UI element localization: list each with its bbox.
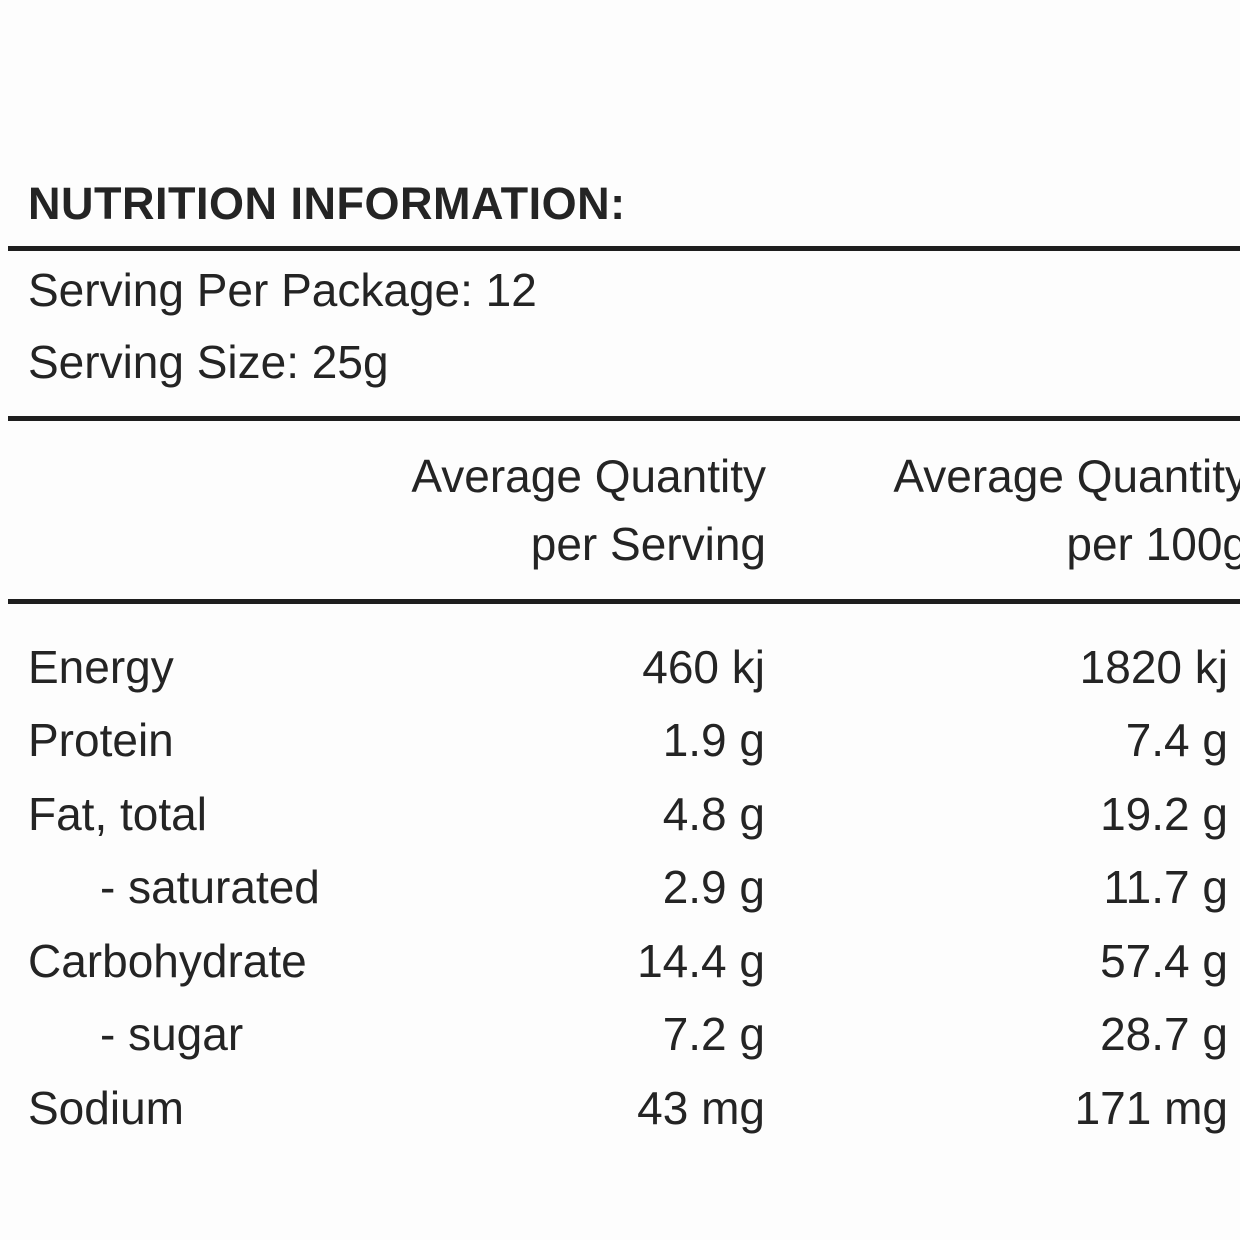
table-row-carbohydrate: Carbohydrate 14.4 g 57.4 g	[28, 924, 1240, 998]
column-header-per-serving-line2: per Serving	[530, 518, 766, 570]
row-value-per-serving: 2.9 g	[662, 861, 765, 914]
row-label: Carbohydrate	[28, 934, 307, 987]
row-value-per-serving: 7.2 g	[662, 1008, 765, 1061]
column-header-per-100g-line2: per 100g	[1066, 518, 1240, 570]
row-value-per-100g: 171 mg	[1074, 1081, 1228, 1134]
row-value-per-100g: 1820 kj	[1079, 640, 1228, 693]
row-label: Energy	[28, 640, 174, 693]
row-value-per-100g: 19.2 g	[1100, 787, 1228, 840]
row-label: - saturated	[100, 861, 320, 914]
divider-header	[8, 599, 1240, 604]
row-label: Sodium	[28, 1081, 184, 1134]
divider-serving	[8, 416, 1240, 421]
serving-per-package: Serving Per Package: 12	[28, 264, 537, 316]
column-header-per-100g-line1: Average Quantity	[893, 450, 1240, 502]
table-row-sugar: - sugar 7.2 g 28.7 g	[28, 998, 1240, 1072]
row-value-per-serving: 4.8 g	[662, 787, 765, 840]
row-label: Fat, total	[28, 787, 207, 840]
column-header-per-100g: Average Quantity per 100g	[800, 442, 1240, 578]
page-title: NUTRITION INFORMATION:	[28, 178, 626, 229]
nutrition-table: Energy 460 kj 1820 kj Protein 1.9 g 7.4 …	[28, 630, 1240, 1145]
table-row-energy: Energy 460 kj 1820 kj	[28, 630, 1240, 704]
row-value-per-100g: 57.4 g	[1100, 934, 1228, 987]
serving-size: Serving Size: 25g	[28, 336, 389, 388]
row-value-per-serving: 14.4 g	[637, 934, 765, 987]
table-row-fat-saturated: - saturated 2.9 g 11.7 g	[28, 851, 1240, 925]
row-value-per-serving: 460 kj	[642, 640, 765, 693]
row-value-per-serving: 1.9 g	[662, 714, 765, 767]
row-value-per-serving: 43 mg	[637, 1081, 765, 1134]
column-header-per-serving-line1: Average Quantity	[411, 450, 766, 502]
row-value-per-100g: 11.7 g	[1103, 861, 1228, 914]
table-row-sodium: Sodium 43 mg 171 mg	[28, 1071, 1240, 1145]
row-value-per-100g: 7.4 g	[1125, 714, 1228, 767]
row-value-per-100g: 28.7 g	[1100, 1008, 1228, 1061]
table-row-fat-total: Fat, total 4.8 g 19.2 g	[28, 777, 1240, 851]
row-label: - sugar	[100, 1008, 244, 1061]
serving-info: Serving Per Package: 12 Serving Size: 25…	[28, 254, 537, 398]
column-header-per-serving: Average Quantity per Serving	[28, 442, 766, 578]
table-row-protein: Protein 1.9 g 7.4 g	[28, 704, 1240, 778]
divider-top	[8, 246, 1240, 251]
row-label: Protein	[28, 714, 174, 767]
